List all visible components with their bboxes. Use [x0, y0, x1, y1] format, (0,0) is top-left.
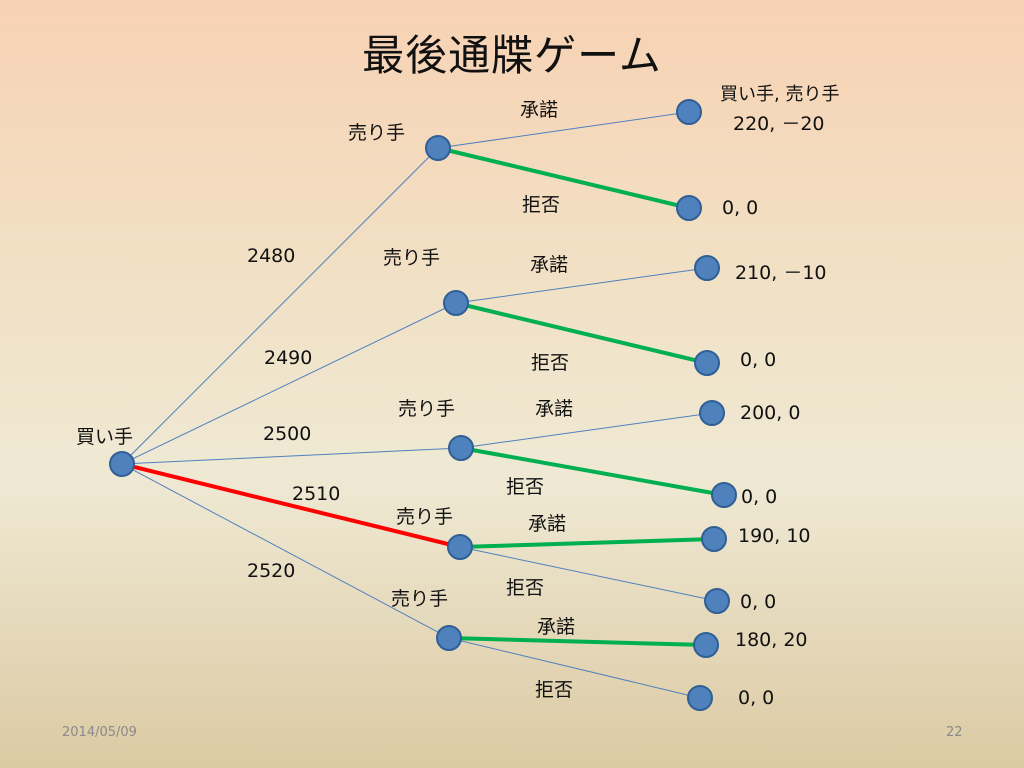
terminal-node-accept: [676, 99, 702, 125]
selected-reject-edge: [460, 446, 725, 497]
accept-payoff: 200, 0: [740, 402, 801, 424]
accept-payoff: 180, 20: [735, 629, 808, 651]
accept-label: 承諾: [530, 254, 569, 276]
terminal-node-reject: [711, 482, 737, 508]
accept-payoff: 190, 10: [738, 525, 811, 547]
seller-label: 売り手: [396, 506, 454, 528]
selected-reject-edge: [437, 146, 690, 210]
reject-label: 拒否: [522, 194, 561, 216]
accept-payoff: 210, －10: [735, 262, 827, 284]
selected-reject-edge: [455, 301, 708, 365]
seller-node: [443, 290, 469, 316]
offer-edge: [121, 147, 439, 465]
offer-label: 2520: [247, 560, 296, 582]
seller-label: 売り手: [348, 122, 406, 144]
accept-label: 承諾: [520, 99, 559, 121]
reject-payoff: 0, 0: [722, 197, 759, 219]
terminal-node-accept: [699, 400, 725, 426]
seller-label: 売り手: [398, 398, 456, 420]
offer-edge: [121, 302, 457, 465]
selected-accept-edge: [448, 636, 707, 647]
reject-payoff: 0, 0: [738, 687, 775, 709]
accept-label: 承諾: [528, 513, 567, 535]
payoff-header: 買い手, 売り手: [720, 84, 840, 105]
accept-payoff: 220, －20: [733, 113, 825, 135]
seller-node: [436, 625, 462, 651]
reject-label: 拒否: [535, 679, 574, 701]
reject-payoff: 0, 0: [740, 591, 777, 613]
seller-node: [448, 435, 474, 461]
offer-label: 2500: [263, 423, 312, 445]
terminal-node-accept: [693, 632, 719, 658]
chosen-offer-edge: [121, 462, 461, 549]
reject-edge: [448, 637, 701, 699]
reject-label: 拒否: [506, 476, 545, 498]
accept-label: 承諾: [535, 398, 574, 420]
seller-node: [447, 534, 473, 560]
seller-label: 売り手: [391, 588, 449, 610]
reject-payoff: 0, 0: [740, 349, 777, 371]
seller-label: 売り手: [383, 247, 441, 269]
terminal-node-reject: [676, 195, 702, 221]
terminal-node-reject: [694, 350, 720, 376]
reject-edge: [459, 546, 718, 602]
slide-title: 最後通牒ゲーム: [362, 31, 662, 80]
offer-label: 2490: [264, 347, 313, 369]
accept-label: 承諾: [537, 616, 576, 638]
terminal-node-accept: [694, 255, 720, 281]
offer-label: 2510: [292, 483, 341, 505]
footer-date: 2014/05/09: [62, 725, 137, 740]
terminal-node-accept: [701, 526, 727, 552]
accept-edge: [460, 412, 713, 449]
page-number: 22: [946, 725, 963, 740]
reject-label: 拒否: [531, 352, 570, 374]
root-label: 買い手: [76, 426, 134, 448]
reject-label: 拒否: [506, 577, 545, 599]
accept-edge: [455, 267, 708, 304]
accept-edge: [437, 111, 690, 149]
seller-node: [425, 135, 451, 161]
selected-accept-edge: [459, 537, 715, 549]
terminal-node-reject: [687, 685, 713, 711]
reject-payoff: 0, 0: [741, 486, 778, 508]
terminal-node-reject: [704, 588, 730, 614]
offer-edge: [121, 447, 462, 465]
offer-label: 2480: [247, 245, 296, 267]
offer-edge: [121, 463, 450, 639]
buyer-root-node: [109, 451, 135, 477]
